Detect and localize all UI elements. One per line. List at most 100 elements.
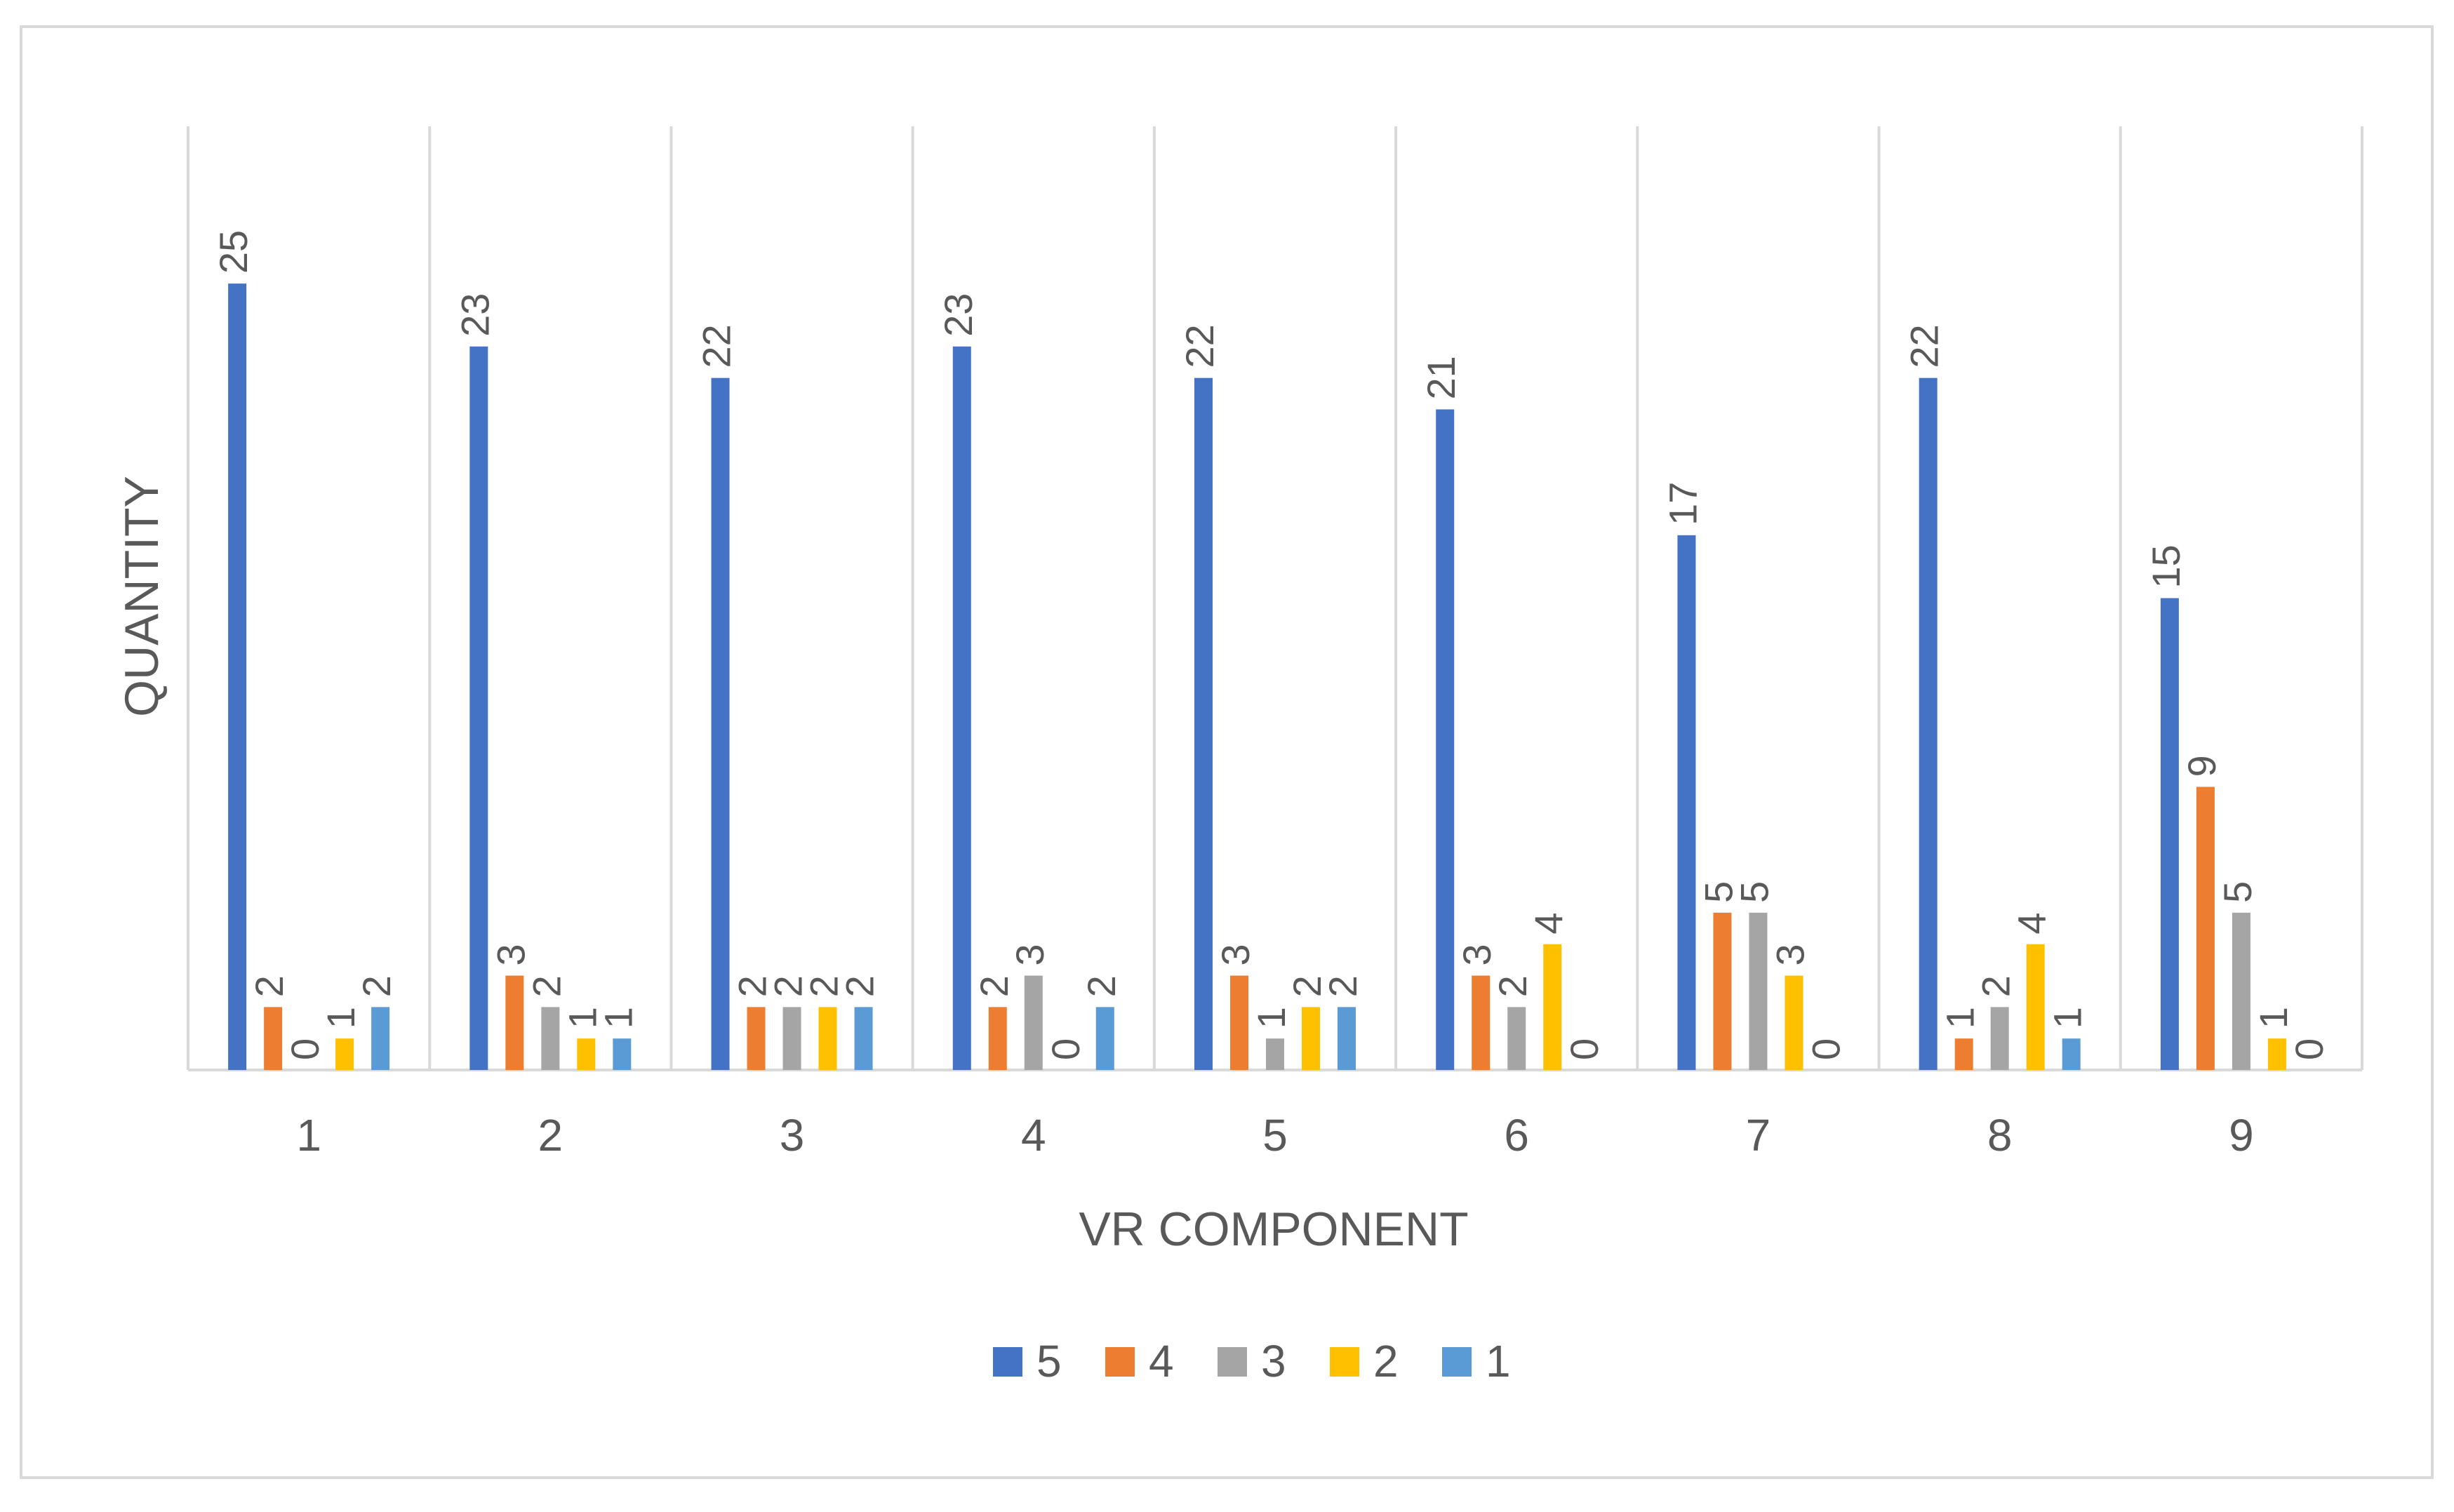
data-label: 1 <box>560 1007 604 1029</box>
data-label: 0 <box>1803 1038 1848 1060</box>
data-label: 9 <box>2180 755 2224 777</box>
bar-series-5-category-7 <box>1677 535 1696 1070</box>
x-tick-label: 6 <box>1504 1110 1529 1160</box>
bar-series-3-category-9 <box>2232 912 2250 1070</box>
data-label: 2 <box>766 975 811 997</box>
bar-series-1-category-2 <box>613 1038 632 1070</box>
data-label: 17 <box>1660 482 1705 526</box>
data-label: 3 <box>1213 944 1258 965</box>
data-label: 0 <box>283 1038 327 1060</box>
data-label: 2 <box>1079 975 1123 997</box>
data-label: 1 <box>1249 1007 1293 1029</box>
x-tick-label: 8 <box>1987 1110 2013 1160</box>
x-tick-label: 7 <box>1746 1110 1771 1160</box>
bar-series-2-category-5 <box>1302 1007 1320 1070</box>
bar-series-1-category-5 <box>1338 1007 1356 1070</box>
chart-border <box>20 25 2434 1479</box>
legend: 5 4 3 2 1 <box>993 1336 1511 1386</box>
data-label: 4 <box>2010 913 2054 935</box>
data-label: 2 <box>1321 975 1365 997</box>
x-axis-title: VR COMPONENT <box>1079 1203 1468 1256</box>
data-label: 2 <box>838 975 882 997</box>
bar-series-3-category-8 <box>1990 1007 2009 1070</box>
bar-series-2-category-7 <box>1785 975 1803 1070</box>
data-label: 2 <box>247 975 291 997</box>
data-label: 3 <box>1768 944 1812 965</box>
data-label: 1 <box>1938 1007 1982 1029</box>
bar-series-4-category-8 <box>1954 1038 1973 1070</box>
bar-series-5-category-5 <box>1194 377 1213 1070</box>
bar-series-5-category-3 <box>711 377 730 1070</box>
data-label: 2 <box>354 975 399 997</box>
data-label: 5 <box>1732 881 1776 903</box>
bar-series-2-category-9 <box>2267 1038 2286 1070</box>
bar-series-5-category-1 <box>228 283 247 1071</box>
legend-swatch-1 <box>1442 1347 1472 1377</box>
data-label: 1 <box>2046 1007 2090 1029</box>
x-tick-label: 1 <box>296 1110 321 1160</box>
data-label: 0 <box>1562 1038 1606 1060</box>
data-label: 25 <box>211 230 255 274</box>
data-labels: 2520122332112222222323022231222132401755… <box>211 230 2331 1060</box>
data-label: 2 <box>972 975 1016 997</box>
legend-label-1: 1 <box>1486 1336 1511 1386</box>
bar-series-2-category-3 <box>818 1007 837 1070</box>
bar-series-3-category-2 <box>541 1007 560 1070</box>
bar-series-3-category-6 <box>1507 1007 1526 1070</box>
data-label: 23 <box>936 293 980 337</box>
bar-series-1-category-1 <box>371 1007 390 1070</box>
bar-series-3-category-4 <box>1024 975 1043 1070</box>
data-label: 21 <box>1419 356 1463 399</box>
bar-series-2-category-2 <box>577 1038 596 1070</box>
bar-series-5-category-9 <box>2160 598 2179 1070</box>
bar-series-3-category-5 <box>1266 1038 1284 1070</box>
bar-series-1-category-4 <box>1095 1007 1114 1070</box>
legend-label-2: 2 <box>1373 1336 1399 1386</box>
legend-label-4: 4 <box>1149 1336 1174 1386</box>
data-label: 3 <box>1455 944 1499 965</box>
bar-series-2-category-1 <box>335 1038 354 1070</box>
data-label: 2 <box>1974 975 2018 997</box>
legend-label-5: 5 <box>1036 1336 1062 1386</box>
bar-series-5-category-4 <box>952 346 971 1070</box>
data-label: 2 <box>524 975 568 997</box>
legend-swatch-4 <box>1105 1347 1135 1377</box>
bar-series-2-category-8 <box>2026 944 2045 1070</box>
bar-series-3-category-7 <box>1749 912 1768 1070</box>
legend-swatch-2 <box>1330 1347 1359 1377</box>
x-tick-label: 9 <box>2229 1110 2254 1160</box>
bar-series-4-category-7 <box>1713 912 1732 1070</box>
data-label: 22 <box>1178 324 1222 368</box>
bar-series-2-category-6 <box>1543 944 1562 1070</box>
data-label: 0 <box>1043 1038 1088 1060</box>
bar-series-4-category-2 <box>505 975 524 1070</box>
data-label: 1 <box>2251 1007 2295 1029</box>
data-label: 2 <box>731 975 775 997</box>
data-label: 5 <box>1696 881 1740 903</box>
data-label: 0 <box>2287 1038 2331 1060</box>
data-label: 5 <box>2215 881 2260 903</box>
x-tick-label: 5 <box>1262 1110 1288 1160</box>
legend-label-3: 3 <box>1261 1336 1286 1386</box>
bar-series-4-category-4 <box>988 1007 1007 1070</box>
bar-series-5-category-2 <box>469 346 488 1070</box>
data-label: 15 <box>2144 544 2188 588</box>
bar-series-5-category-6 <box>1436 409 1455 1070</box>
data-label: 3 <box>1008 944 1052 965</box>
x-tick-label: 3 <box>780 1110 805 1160</box>
data-label: 2 <box>1491 975 1535 997</box>
data-label: 4 <box>1526 913 1571 935</box>
data-label: 2 <box>1285 975 1329 997</box>
x-tick-labels: 1 2 3 4 5 6 7 8 9 <box>296 1110 2253 1160</box>
bar-series-4-category-6 <box>1472 975 1491 1070</box>
data-label: 22 <box>1902 324 1947 368</box>
legend-swatch-5 <box>993 1347 1022 1377</box>
bar-series-1-category-3 <box>854 1007 873 1070</box>
bars <box>228 283 2286 1071</box>
data-label: 3 <box>488 944 533 965</box>
legend-swatch-3 <box>1218 1347 1247 1377</box>
bar-series-1-category-8 <box>2062 1038 2081 1070</box>
data-label: 1 <box>596 1007 640 1029</box>
